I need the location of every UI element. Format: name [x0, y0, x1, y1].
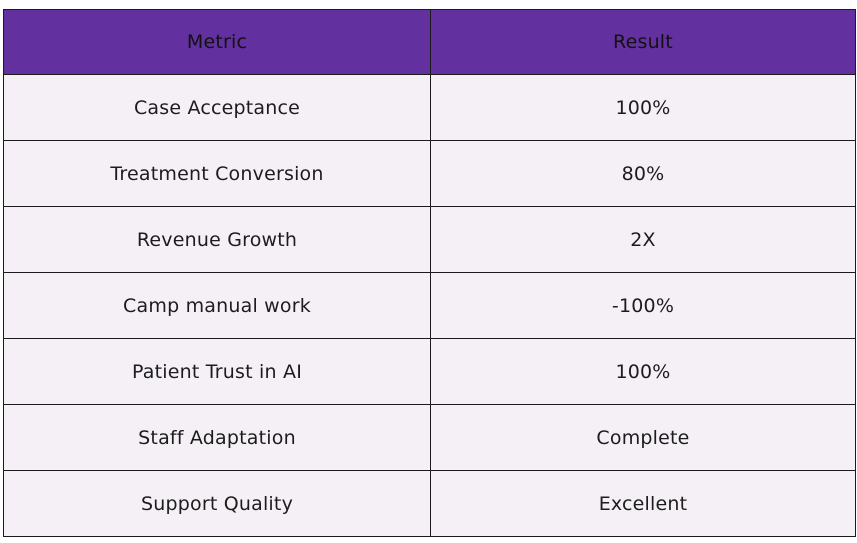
metrics-results-table: Metric Result Case Acceptance 100% Treat…: [3, 9, 856, 537]
result-cell: -100%: [430, 272, 856, 339]
table-row: Staff Adaptation Complete: [3, 404, 856, 471]
table-row: Revenue Growth 2X: [3, 206, 856, 273]
table-row: Patient Trust in AI 100%: [3, 338, 856, 405]
result-cell: Excellent: [430, 470, 856, 537]
header-row: Metric Result: [3, 9, 856, 75]
table-row: Support Quality Excellent: [3, 470, 856, 537]
metric-cell: Revenue Growth: [3, 206, 431, 273]
result-cell: Complete: [430, 404, 856, 471]
metric-cell: Camp manual work: [3, 272, 431, 339]
metric-cell: Staff Adaptation: [3, 404, 431, 471]
metric-cell: Case Acceptance: [3, 74, 431, 141]
header-cell-metric: Metric: [3, 9, 431, 75]
metric-cell: Treatment Conversion: [3, 140, 431, 207]
result-cell: 100%: [430, 338, 856, 405]
result-cell: 2X: [430, 206, 856, 273]
table-row: Camp manual work -100%: [3, 272, 856, 339]
result-cell: 100%: [430, 74, 856, 141]
table-row: Case Acceptance 100%: [3, 74, 856, 141]
results-table-container: Metric Result Case Acceptance 100% Treat…: [3, 9, 856, 537]
table-header: Metric Result: [3, 9, 856, 75]
result-cell: 80%: [430, 140, 856, 207]
metric-cell: Support Quality: [3, 470, 431, 537]
header-cell-result: Result: [430, 9, 856, 75]
table-body: Case Acceptance 100% Treatment Conversio…: [3, 74, 856, 537]
metric-cell: Patient Trust in AI: [3, 338, 431, 405]
table-row: Treatment Conversion 80%: [3, 140, 856, 207]
